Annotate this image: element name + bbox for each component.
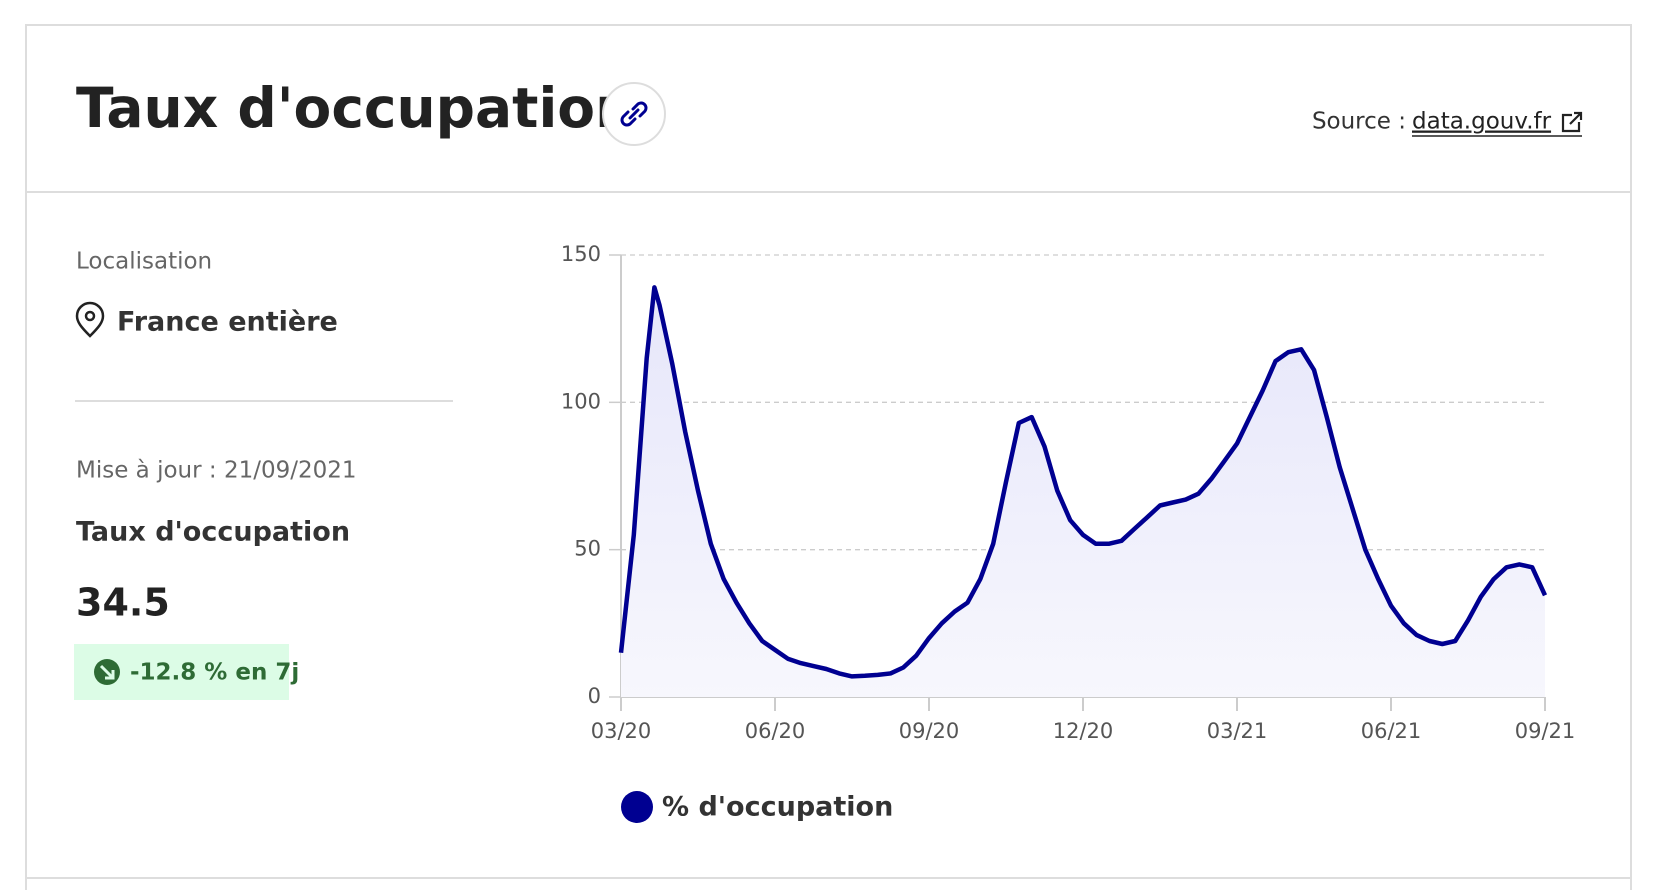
chart: 0 50 100 150 03/20 06/20 09/20 12/20 03/21 06/21 0… — [561, 242, 1575, 823]
x-tick-label: 12/20 — [1053, 719, 1114, 743]
location[interactable]: France entière — [117, 307, 338, 338]
location-label: Localisation — [76, 249, 212, 275]
updated: Mise à jour : 21/09/2021 — [76, 458, 357, 484]
source-link[interactable]: data.gouv.fr — [1412, 109, 1583, 137]
indicator-title: Taux d'occupation — [76, 517, 350, 548]
x-tick-label: 06/21 — [1361, 719, 1422, 743]
y-tick-label: 100 — [561, 389, 601, 413]
x-tick-label: 06/20 — [745, 719, 806, 743]
x-tick-label: 03/20 — [591, 719, 652, 743]
y-tick-label: 150 — [561, 242, 601, 266]
x-tick-label: 09/20 — [899, 719, 960, 743]
area — [621, 287, 1545, 697]
pin-icon — [75, 301, 105, 338]
x-tick-label: 03/21 — [1207, 719, 1268, 743]
change-text: -12.8 % en 7j — [130, 660, 299, 686]
y-tick-label: 50 — [574, 537, 601, 561]
source-link-text[interactable]: data.gouv.fr — [1412, 109, 1552, 135]
x-tick-label: 09/21 — [1515, 719, 1576, 743]
link-button[interactable] — [602, 82, 666, 146]
y-tick-label: 0 — [588, 684, 601, 708]
title: Taux d'occupation — [76, 76, 634, 140]
indicator-value: 34.5 — [76, 581, 170, 625]
source-label: Source : — [1312, 109, 1406, 135]
legend-marker — [621, 791, 653, 823]
legend-label: % d'occupation — [662, 792, 893, 823]
down-arrow-icon — [94, 659, 120, 685]
card — [25, 24, 1632, 894]
line — [618, 285, 1548, 679]
